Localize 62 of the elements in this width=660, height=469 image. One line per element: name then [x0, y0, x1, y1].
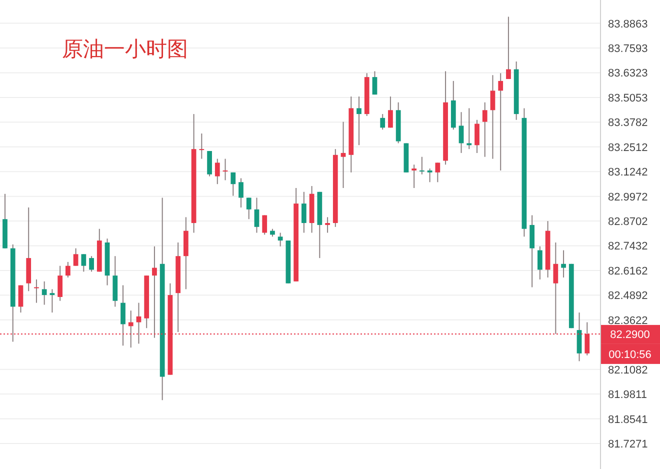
candlestick [325, 216, 330, 234]
y-tick-label: 83.8863 [608, 18, 648, 30]
candlestick [254, 197, 260, 234]
candlestick [278, 232, 283, 247]
y-tick-label: 83.7593 [608, 43, 648, 56]
candlestick [530, 214, 535, 288]
candlestick [81, 254, 86, 272]
candlestick [372, 70, 378, 96]
y-tick-label: 82.3622 [608, 314, 648, 327]
candlestick [65, 261, 70, 278]
candlestick [120, 284, 126, 346]
candlestick [262, 214, 268, 236]
candlestick [490, 74, 496, 160]
candlestick [222, 158, 228, 181]
candlestick [18, 284, 24, 314]
candlestick [42, 280, 47, 306]
candlestick [246, 197, 252, 220]
candlestick [73, 248, 78, 266]
y-tick-label: 83.6323 [608, 68, 648, 80]
candlestick [388, 96, 393, 128]
candlestick [506, 16, 511, 80]
candlestick [427, 168, 432, 183]
candlestick [58, 265, 63, 302]
y-tick-label: 83.5053 [608, 92, 648, 104]
y-tick-label: 81.7271 [608, 438, 648, 450]
candlestick [412, 164, 417, 188]
ref-line-label: 82.2900 [610, 328, 650, 341]
y-tick-label: 82.7432 [608, 240, 648, 253]
candlestick [199, 133, 204, 160]
y-tick-label: 82.4892 [608, 290, 648, 302]
candlestick [474, 119, 480, 154]
y-tick-label: 81.8541 [608, 414, 648, 426]
candlestick [576, 312, 582, 362]
candlestick [482, 102, 488, 158]
y-tick-label: 83.3782 [608, 117, 648, 130]
candlestick [207, 150, 212, 177]
candlestick [356, 96, 362, 146]
candlestick [301, 191, 306, 234]
candlestick [50, 288, 55, 314]
y-tick-label: 83.1242 [608, 166, 648, 179]
candlestick [537, 246, 542, 280]
candlestick [380, 114, 386, 130]
candlestick [498, 72, 504, 171]
text: 原油一小时图 [62, 38, 188, 61]
candlestick [435, 162, 440, 183]
candlestick [89, 256, 94, 272]
candlestick [340, 121, 346, 188]
candlestick [458, 112, 464, 154]
candlestick [230, 172, 236, 196]
candlestick [34, 278, 39, 304]
candlestick [214, 158, 220, 185]
candlestick [466, 108, 472, 150]
y-tick-label: 82.6162 [608, 265, 648, 278]
candlestick [419, 156, 424, 175]
candlestick [561, 250, 566, 278]
y-tick-label: 82.1082 [608, 364, 648, 376]
y-tick-label: 82.9972 [608, 191, 648, 204]
text: 00:10:56 [608, 348, 652, 361]
y-tick-label: 82.8702 [608, 216, 648, 228]
y-tick-label: 83.2512 [608, 142, 648, 154]
y-tick-label: 81.9811 [608, 389, 647, 402]
candlestick [238, 178, 244, 208]
